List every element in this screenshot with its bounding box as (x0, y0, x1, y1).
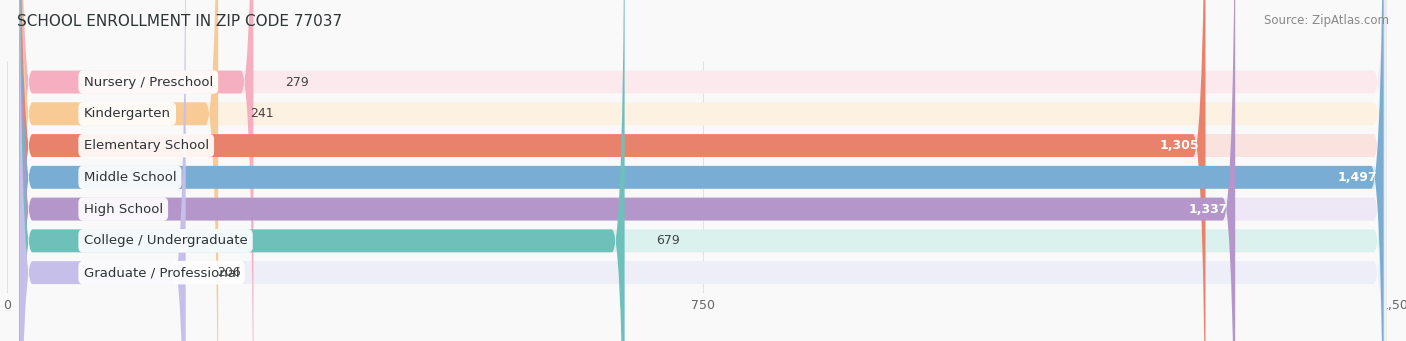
FancyBboxPatch shape (20, 0, 1386, 341)
Text: Middle School: Middle School (84, 171, 176, 184)
Text: College / Undergraduate: College / Undergraduate (84, 234, 247, 247)
FancyBboxPatch shape (20, 0, 1386, 341)
FancyBboxPatch shape (20, 0, 1386, 341)
Text: Elementary School: Elementary School (84, 139, 209, 152)
Text: 679: 679 (657, 234, 681, 247)
Text: 1,337: 1,337 (1189, 203, 1229, 216)
Text: 206: 206 (218, 266, 240, 279)
FancyBboxPatch shape (20, 0, 1205, 341)
FancyBboxPatch shape (20, 0, 624, 341)
FancyBboxPatch shape (20, 0, 1386, 341)
Text: High School: High School (84, 203, 163, 216)
Text: 1,305: 1,305 (1159, 139, 1199, 152)
Text: SCHOOL ENROLLMENT IN ZIP CODE 77037: SCHOOL ENROLLMENT IN ZIP CODE 77037 (17, 14, 342, 29)
FancyBboxPatch shape (20, 0, 1236, 341)
Text: 279: 279 (285, 75, 309, 89)
Text: Source: ZipAtlas.com: Source: ZipAtlas.com (1264, 14, 1389, 27)
FancyBboxPatch shape (20, 0, 1386, 341)
Text: Graduate / Professional: Graduate / Professional (84, 266, 239, 279)
Text: 241: 241 (250, 107, 273, 120)
Text: 1,497: 1,497 (1337, 171, 1376, 184)
FancyBboxPatch shape (20, 0, 186, 341)
Text: Kindergarten: Kindergarten (84, 107, 170, 120)
FancyBboxPatch shape (20, 0, 1386, 341)
FancyBboxPatch shape (20, 0, 1384, 341)
FancyBboxPatch shape (20, 0, 218, 341)
FancyBboxPatch shape (20, 0, 253, 341)
Text: Nursery / Preschool: Nursery / Preschool (84, 75, 212, 89)
FancyBboxPatch shape (20, 0, 1386, 341)
